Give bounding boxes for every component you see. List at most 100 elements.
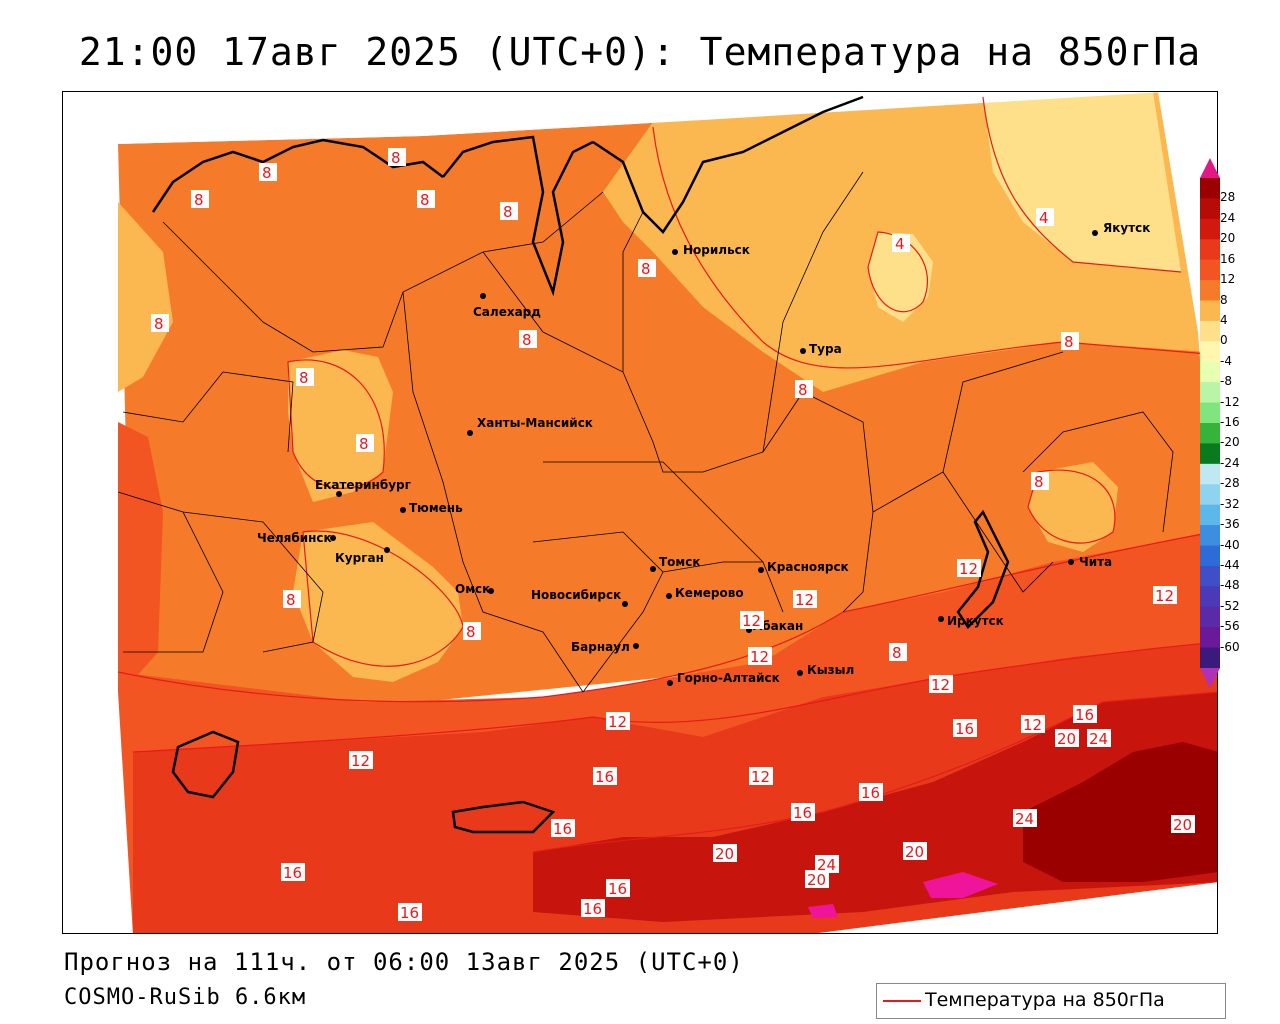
isoline-label: 8 <box>283 590 301 609</box>
legend-box: Температура на 850гПа <box>876 983 1226 1019</box>
colorbar-swatch <box>1200 504 1220 526</box>
field-24-28 <box>1023 742 1217 882</box>
city-khanty-mansiysk: Ханты-Мансийск <box>467 416 593 436</box>
svg-text:8: 8 <box>522 331 532 349</box>
isoline-label: 8 <box>519 330 537 349</box>
city-tyumen: Тюмень <box>400 501 463 515</box>
field-gt28 <box>923 872 998 898</box>
svg-text:24: 24 <box>1089 730 1108 748</box>
city-label: Норильск <box>683 243 750 257</box>
field-4-8-ural <box>288 350 393 502</box>
colorbar-swatch <box>1200 178 1220 199</box>
colorbar-tick-label: -32 <box>1220 496 1240 511</box>
isoline-label: 20 <box>903 842 927 861</box>
isoline-label: 16 <box>593 767 617 786</box>
isoline-label: 8 <box>500 202 518 221</box>
isoline-label: 16 <box>791 803 815 822</box>
border <box>222 371 294 453</box>
border <box>1022 411 1174 533</box>
city-label: Горно-Алтайск <box>677 671 780 685</box>
isoline-label: 12 <box>929 675 953 694</box>
colorbar-tick-label: -52 <box>1220 598 1240 613</box>
svg-text:12: 12 <box>959 560 978 578</box>
svg-text:20: 20 <box>807 871 826 889</box>
isoline-label: 8 <box>388 148 406 167</box>
city-novosibirsk: Новосибирск <box>531 588 628 607</box>
field-12-16-west <box>118 422 163 692</box>
city-label: Чита <box>1079 555 1112 569</box>
colorbar-swatch <box>1200 239 1220 261</box>
svg-text:8: 8 <box>262 164 272 182</box>
field-4-8-kazakhstan <box>293 522 463 682</box>
svg-text:8: 8 <box>194 191 204 209</box>
mask-bottom-left <box>63 692 133 933</box>
colorbar-swatch <box>1200 586 1220 608</box>
isoline <box>652 126 1209 369</box>
svg-text:12: 12 <box>750 648 769 666</box>
svg-text:24: 24 <box>1015 810 1034 828</box>
city-label: Томск <box>659 555 701 569</box>
city-label: Курган <box>335 551 384 565</box>
colorbar-tick-label: -12 <box>1220 394 1240 409</box>
colorbar-tick-label: -16 <box>1220 415 1240 429</box>
colorbar-tick-label: 20 <box>1220 231 1236 246</box>
isoline-label: 12 <box>749 767 773 786</box>
border <box>762 171 864 453</box>
svg-text:16: 16 <box>955 720 974 738</box>
isoline-label: 8 <box>356 434 374 453</box>
svg-text:8: 8 <box>286 591 296 609</box>
isoline-label: 8 <box>638 259 656 278</box>
isoline-label: 12 <box>349 751 373 770</box>
city-label: Якутск <box>1103 221 1150 235</box>
isoline <box>287 359 385 489</box>
colorbar-swatch <box>1200 382 1220 404</box>
svg-text:20: 20 <box>715 845 734 863</box>
isoline-label: 4 <box>892 234 910 253</box>
colorbar-tick-label: -28 <box>1220 476 1240 491</box>
lake-baikal <box>956 509 1010 629</box>
temperature-fields <box>118 92 1217 933</box>
mask-bottom-right <box>818 882 1217 933</box>
border <box>402 291 584 693</box>
colorbar-tick-label: -56 <box>1220 619 1240 634</box>
border <box>662 561 763 573</box>
border <box>122 371 224 423</box>
city-tomsk: Томск <box>650 555 701 572</box>
colorbar-tick-label: -24 <box>1220 455 1240 470</box>
isoline-label: 8 <box>296 368 314 387</box>
svg-text:16: 16 <box>1075 706 1094 724</box>
isoline <box>532 691 1217 853</box>
svg-text:8: 8 <box>892 644 902 662</box>
isoline-label: 8 <box>1031 472 1049 491</box>
colorbar-tick-label: 4 <box>1220 312 1228 327</box>
svg-text:16: 16 <box>553 820 572 838</box>
svg-text:24: 24 <box>817 856 836 874</box>
svg-text:8: 8 <box>1064 333 1074 351</box>
svg-text:12: 12 <box>795 591 814 609</box>
city-label: Абакан <box>753 619 803 633</box>
city-label: Новосибирск <box>531 588 621 602</box>
city-label: Красноярск <box>767 560 849 574</box>
isoline-label: 16 <box>953 719 977 738</box>
field-4-8-transbaikal <box>1028 462 1118 552</box>
isoline-label: 20 <box>1055 729 1079 748</box>
isoline <box>982 96 1182 273</box>
colorbar-tick-label: 12 <box>1220 272 1236 287</box>
city-label: Ханты-Мансийск <box>477 416 593 430</box>
isoline-label: 24 <box>815 855 839 874</box>
border <box>872 351 1064 513</box>
city-barnaul: Барнаул <box>571 640 639 654</box>
colorbar-tick-label: 0 <box>1220 333 1228 348</box>
colorbar-swatch <box>1200 627 1220 649</box>
isoline-label: 16 <box>551 819 575 838</box>
colorbar-swatch <box>1200 525 1220 546</box>
city-label: Екатеринбург <box>315 478 411 492</box>
isoline-labels: 8 8 8 8 8 8 8 8 8 8 8 4 4 8 8 8 8 8 12 1… <box>151 148 1195 922</box>
svg-text:12: 12 <box>351 752 370 770</box>
svg-text:12: 12 <box>751 768 770 786</box>
border <box>482 251 804 473</box>
colorbar-tick-label: -48 <box>1220 578 1240 593</box>
svg-text:8: 8 <box>420 191 430 209</box>
colorbar-swatch <box>1200 402 1220 424</box>
city-label: Омск <box>455 582 490 596</box>
